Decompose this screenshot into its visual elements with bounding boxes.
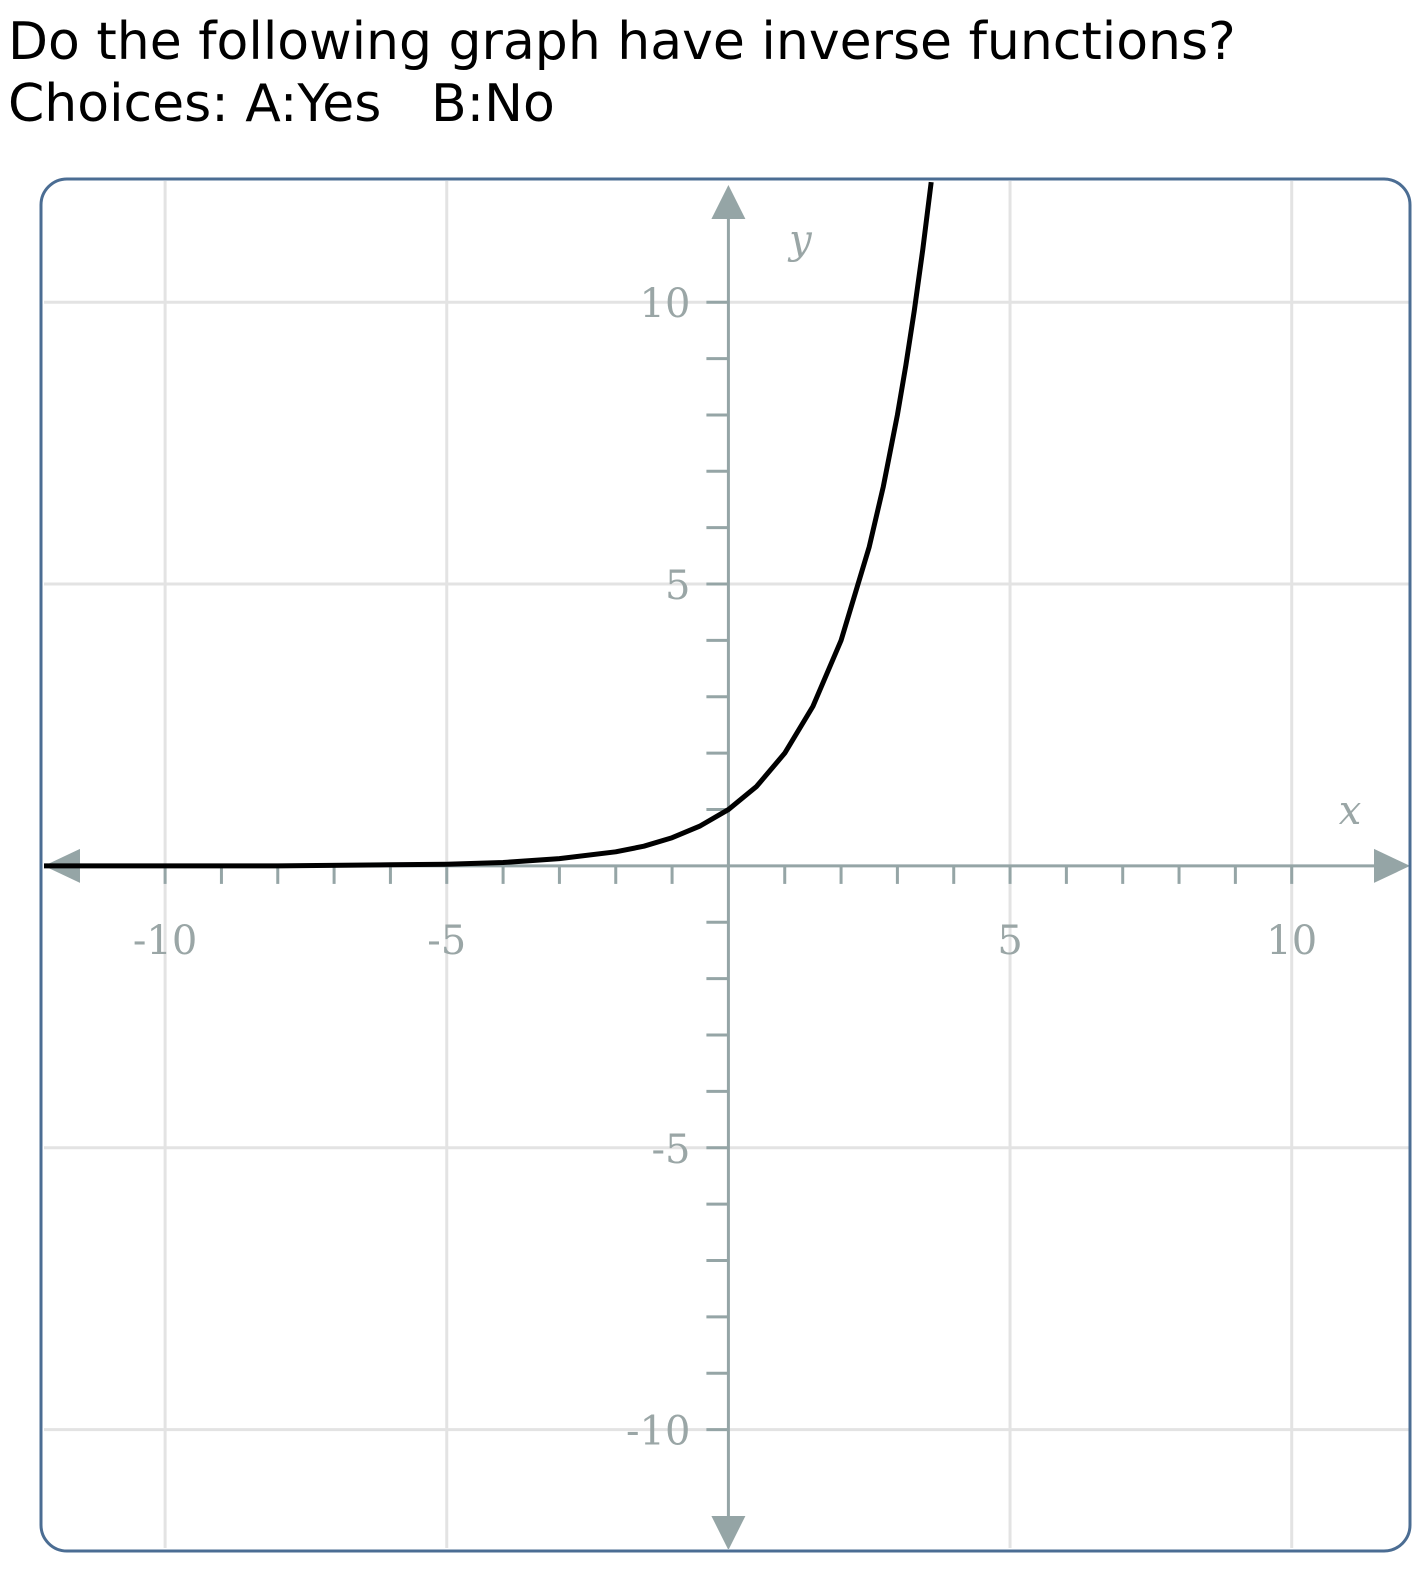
y-tick-label: 10	[640, 281, 691, 327]
x-tick-label: -5	[427, 918, 466, 964]
y-axis-label: y	[787, 217, 813, 263]
axis-arrow	[711, 185, 746, 219]
question: Do the following graph have inverse func…	[8, 12, 1236, 72]
y-tick-label: -5	[651, 1127, 690, 1173]
x-tick-label: 5	[997, 918, 1022, 964]
y-tick-label: -10	[626, 1409, 690, 1455]
curve	[44, 181, 934, 869]
x-axis-label: x	[1339, 788, 1362, 834]
plot-area: -10 -5 5 10 -10 -5 5 10 x y	[44, 181, 1410, 1549]
y-tick-label: 5	[665, 563, 690, 609]
axis-arrow	[1374, 848, 1410, 883]
x-tick-label: 10	[1266, 918, 1317, 964]
plot-frame	[39, 177, 1412, 1553]
choices: Choices: A:Yes B:No	[8, 74, 555, 134]
axis-arrow	[711, 1516, 746, 1549]
x-tick-label: -10	[133, 918, 197, 964]
